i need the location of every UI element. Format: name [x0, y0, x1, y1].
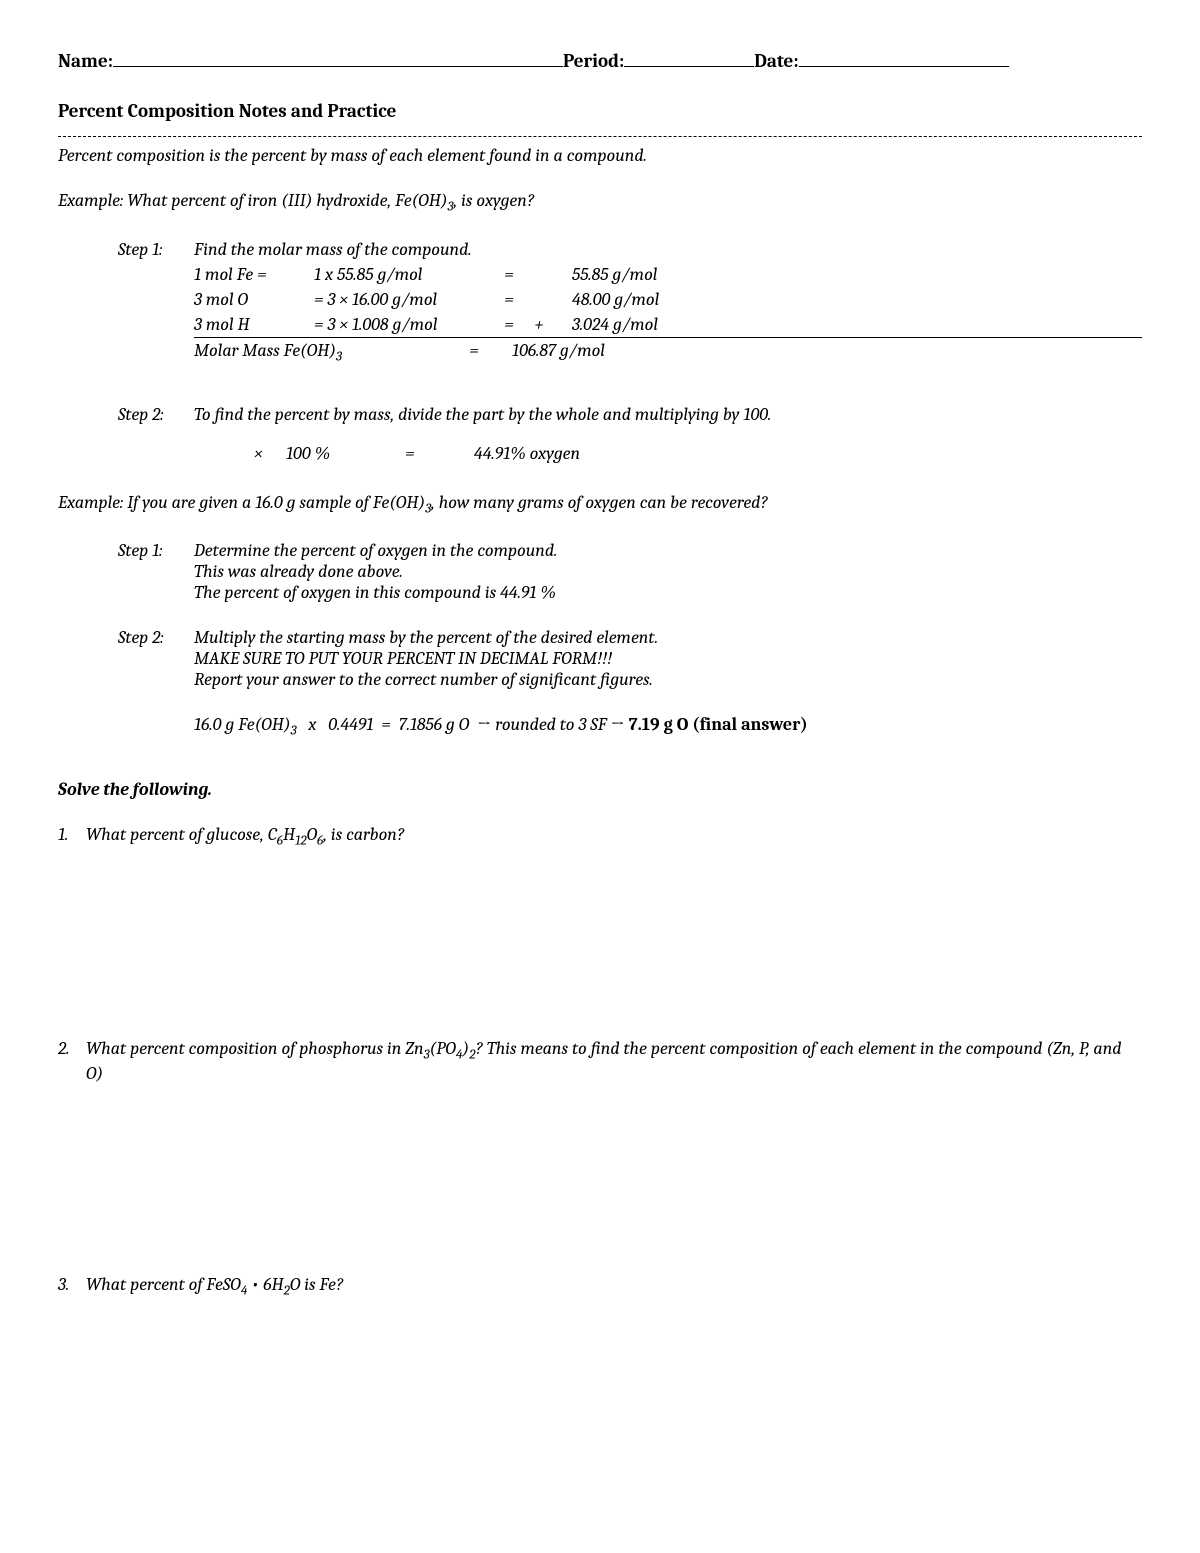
- name-label: Name:: [58, 50, 113, 72]
- name-blank[interactable]: [113, 66, 563, 67]
- q2-s2: 4: [456, 1048, 463, 1063]
- fc-mid: x 0.4491 = 7.1856 g O: [297, 714, 478, 735]
- mr0-c4: [524, 262, 554, 287]
- mr2-c4: +: [524, 312, 554, 337]
- ex2-s2-l2: MAKE SURE TO PUT YOUR PERCENT IN DECIMAL…: [194, 648, 1142, 669]
- q3-m2: O is Fe?: [290, 1274, 343, 1295]
- ex2-s1-l3: The percent of oxygen in this compound i…: [194, 582, 1142, 603]
- ex1-calc: × 100 % = 44.91% oxygen: [254, 443, 1142, 464]
- name-field: Name:: [58, 50, 563, 72]
- mr2-c3: =: [494, 312, 524, 337]
- calc-eq: =: [380, 443, 440, 464]
- ex2-s1-l2: This was already done above.: [194, 561, 1142, 582]
- q1-s2: 12: [295, 833, 307, 848]
- solve-heading: Solve the following.: [58, 779, 1142, 800]
- mr1-c5: 48.00 g/mol: [554, 287, 702, 312]
- definition-text: Percent composition is the percent by ma…: [58, 145, 1142, 166]
- calc-100: 100 %: [286, 443, 376, 464]
- mr0-c2: 1 x 55.85 g/mol: [314, 262, 494, 287]
- q3-m1: • 6H: [247, 1274, 283, 1295]
- ex2-prefix: Example: If you are given a 16.0 g sampl…: [58, 492, 425, 513]
- q3-text: What percent of FeSO4 • 6H2O is Fe?: [86, 1274, 343, 1299]
- ex2-s1-l1: Determine the percent of oxygen in the c…: [194, 540, 557, 561]
- date-blank[interactable]: [799, 66, 1009, 67]
- period-label: Period:: [563, 50, 624, 72]
- mr0-c1: 1 mol Fe =: [194, 262, 314, 287]
- mr1-c1: 3 mol O: [194, 287, 314, 312]
- header-row: Name: Period: Date:: [58, 50, 1142, 72]
- molar-total-label: Molar Mass Fe(OH)3: [194, 338, 444, 367]
- mr1-c4: [524, 287, 554, 312]
- ex2-final-calc: 16.0 g Fe(OH)3 x 0.4491 = 7.1856 g O → r…: [194, 714, 1142, 739]
- period-field: Period:: [563, 50, 754, 72]
- question-1: 1. What percent of glucose, C6H12O6, is …: [58, 824, 1142, 849]
- mr0-c5: 55.85 g/mol: [554, 262, 702, 287]
- fc-answer: 7.19 g O (final answer): [625, 714, 808, 735]
- ex2-s2-l3: Report your answer to the correct number…: [194, 669, 1142, 690]
- mr2-c1: 3 mol H: [194, 312, 314, 337]
- worksheet-page: Name: Period: Date: Percent Composition …: [0, 0, 1200, 1553]
- ex2-step1: Step 1: Determine the percent of oxygen …: [118, 540, 1142, 603]
- calc-ans: 44.91% oxygen: [444, 443, 580, 464]
- step2-label: Step 2:: [118, 404, 194, 425]
- molar-mass-table: 1 mol Fe = 1 x 55.85 g/mol = 55.85 g/mol…: [194, 262, 1142, 368]
- date-label: Date:: [754, 50, 798, 72]
- ex2-s1-label: Step 1:: [118, 540, 194, 561]
- molar-total-row: Molar Mass Fe(OH)3 = 106.87 g/mol: [194, 338, 1142, 367]
- example2-prompt: Example: If you are given a 16.0 g sampl…: [58, 492, 1142, 517]
- question-2: 2. What percent composition of phosphoru…: [58, 1038, 1142, 1084]
- ex1-step2: Step 2: To find the percent by mass, div…: [118, 404, 1142, 425]
- ex2-s2-l1: Multiply the starting mass by the percen…: [194, 627, 658, 648]
- step1-label: Step 1:: [118, 239, 194, 260]
- molar-row-h: 3 mol H = 3 × 1.008 g/mol = + 3.024 g/mo…: [194, 312, 1142, 338]
- fc-arrow2: →: [611, 714, 625, 735]
- ex1-step1: Step 1: Find the molar mass of the compo…: [118, 239, 1142, 260]
- mr1-c3: =: [494, 287, 524, 312]
- q3-p: What percent of FeSO: [86, 1274, 241, 1295]
- ex1-prefix: Example: What percent of iron (III) hydr…: [58, 190, 448, 211]
- example1-prompt: Example: What percent of iron (III) hydr…: [58, 190, 1142, 215]
- ex2-step2: Step 2: Multiply the starting mass by th…: [118, 627, 1142, 690]
- step1-text: Find the molar mass of the compound.: [194, 239, 472, 260]
- date-field: Date:: [754, 50, 1008, 72]
- ex1-suffix: , is oxygen?: [453, 190, 534, 211]
- fc-arrow1: →: [477, 714, 491, 735]
- mr0-c3: =: [494, 262, 524, 287]
- q2-num: 2.: [58, 1038, 86, 1084]
- fc-prefix: 16.0 g Fe(OH): [194, 714, 291, 735]
- mt-sub: 3: [336, 350, 342, 365]
- step2-text: To find the percent by mass, divide the …: [194, 404, 771, 425]
- molar-row-fe: 1 mol Fe = 1 x 55.85 g/mol = 55.85 g/mol: [194, 262, 1142, 287]
- calc-x: ×: [254, 443, 282, 464]
- q1-num: 1.: [58, 824, 86, 849]
- period-blank[interactable]: [624, 66, 754, 67]
- q3-num: 3.: [58, 1274, 86, 1299]
- q2-m1: (PO: [430, 1038, 456, 1059]
- divider: [58, 136, 1142, 137]
- q1-sf: , is carbon?: [323, 824, 404, 845]
- fc-rounded: rounded to 3 SF: [491, 714, 610, 735]
- ex2-suffix: , how many grams of oxygen can be recove…: [431, 492, 768, 513]
- ex2-s2-label: Step 2:: [118, 627, 194, 648]
- molar-total-eq: =: [444, 338, 504, 367]
- mt-prefix: Molar Mass Fe(OH): [194, 340, 336, 361]
- question-3: 3. What percent of FeSO4 • 6H2O is Fe?: [58, 1274, 1142, 1299]
- q1-m1: H: [283, 824, 295, 845]
- molar-row-o: 3 mol O = 3 × 16.00 g/mol = 48.00 g/mol: [194, 287, 1142, 312]
- mr2-c2: = 3 × 1.008 g/mol: [314, 312, 494, 337]
- q1-p: What percent of glucose, C: [86, 824, 277, 845]
- q1-m2: O: [307, 824, 317, 845]
- q2-text: What percent composition of phosphorus i…: [86, 1038, 1142, 1084]
- q1-text: What percent of glucose, C6H12O6, is car…: [86, 824, 404, 849]
- mr2-c5: 3.024 g/mol: [554, 312, 702, 337]
- worksheet-title: Percent Composition Notes and Practice: [58, 100, 1142, 122]
- mr1-c2: = 3 × 16.00 g/mol: [314, 287, 494, 312]
- molar-total-val: 106.87 g/mol: [504, 338, 662, 367]
- q2-p: What percent composition of phosphorus i…: [86, 1038, 424, 1059]
